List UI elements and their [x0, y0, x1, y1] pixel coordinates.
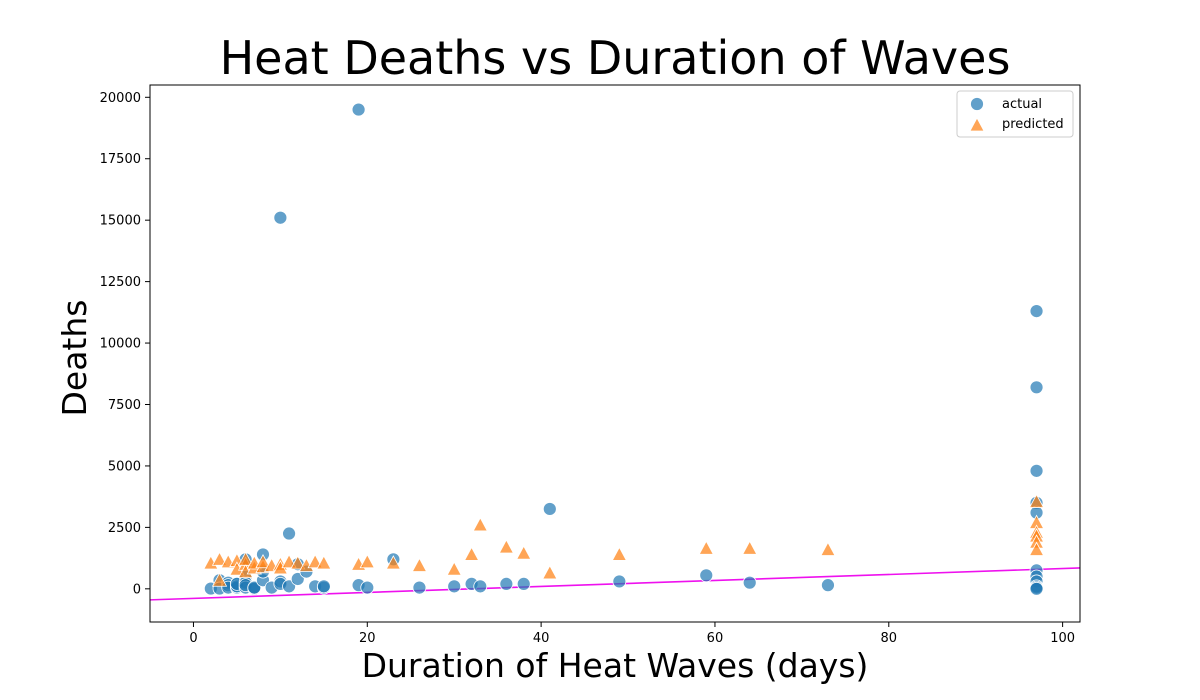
point-actual	[1029, 380, 1044, 395]
point-actual	[821, 578, 835, 593]
legend-label-actual: actual	[1002, 97, 1042, 112]
y-tick-label: 15000	[100, 214, 141, 229]
point-predicted	[1028, 493, 1045, 508]
point-actual	[1029, 463, 1044, 478]
point-predicted	[316, 555, 332, 570]
legend: actual predicted	[956, 90, 1074, 138]
point-actual	[282, 526, 296, 541]
point-actual	[542, 502, 557, 516]
point-actual	[499, 577, 514, 591]
point-predicted	[498, 539, 515, 554]
x-tick-label: 0	[189, 631, 197, 646]
point-actual	[1029, 304, 1044, 319]
x-tick-label: 20	[359, 631, 376, 646]
point-actual	[516, 577, 531, 591]
point-predicted	[820, 541, 836, 556]
point-predicted	[281, 553, 297, 569]
point-actual	[699, 568, 714, 583]
point-predicted	[255, 553, 271, 569]
y-tick-label: 17500	[100, 152, 141, 167]
point-predicted	[237, 551, 254, 566]
point-actual	[360, 580, 375, 595]
legend-marker-actual	[970, 97, 984, 111]
chart-title: Heat Deaths vs Duration of Waves	[220, 31, 1011, 85]
point-actual	[273, 210, 288, 225]
point-actual	[742, 575, 757, 590]
point-predicted	[446, 561, 462, 576]
x-tick-label: 100	[1050, 631, 1075, 646]
y-axis: 0 2500 5000 7500 10000 12500 15000 17500 20000	[100, 91, 150, 597]
point-actual	[612, 574, 627, 589]
legend-marker-predicted	[969, 117, 985, 132]
point-actual	[1029, 581, 1044, 596]
x-axis-label: Duration of Heat Waves (days)	[362, 646, 869, 685]
y-tick-label: 7500	[108, 398, 141, 413]
point-predicted	[516, 545, 532, 560]
x-axis: 0 20 40 60 80 100	[189, 622, 1075, 646]
y-tick-label: 2500	[108, 521, 141, 536]
point-predicted	[359, 553, 375, 569]
plot-frame	[149, 84, 1081, 623]
point-predicted	[385, 555, 402, 570]
point-predicted	[290, 555, 306, 570]
y-tick-label: 20000	[100, 91, 141, 106]
point-predicted	[611, 546, 628, 561]
x-tick-label: 80	[881, 631, 898, 646]
y-axis-label: Deaths	[55, 300, 94, 417]
point-actual	[412, 580, 427, 595]
y-tick-label: 10000	[100, 337, 141, 352]
point-predicted	[698, 540, 714, 555]
point-predicted	[463, 546, 480, 561]
point-actual	[473, 579, 488, 594]
point-predicted	[542, 565, 558, 580]
point-actual	[351, 102, 366, 117]
y-tick-label: 5000	[108, 459, 141, 474]
x-tick-label: 40	[533, 631, 550, 646]
legend-label-predicted: predicted	[1002, 117, 1064, 132]
point-predicted	[411, 557, 428, 572]
point-actual	[447, 579, 462, 594]
plot-area	[150, 102, 1080, 601]
point-predicted	[472, 517, 488, 532]
point-predicted	[211, 572, 228, 587]
y-tick-label: 12500	[100, 275, 141, 290]
point-predicted	[307, 553, 323, 569]
point-predicted	[1028, 541, 1045, 556]
y-tick-label: 0	[133, 582, 141, 597]
point-predicted	[211, 551, 228, 566]
x-tick-label: 60	[707, 631, 724, 646]
point-actual	[316, 579, 331, 594]
point-predicted	[742, 540, 758, 555]
legend-box	[956, 90, 1074, 138]
